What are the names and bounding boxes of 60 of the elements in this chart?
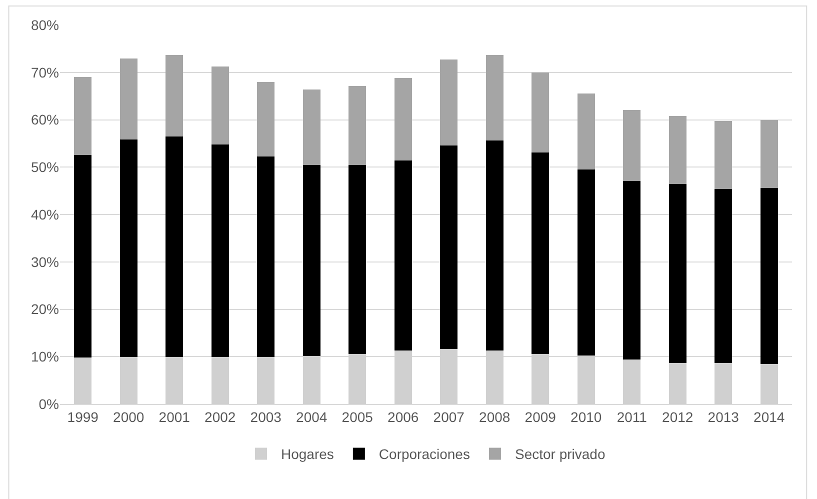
bar xyxy=(74,154,92,358)
bar xyxy=(302,165,320,356)
x-tick-label: 2007 xyxy=(433,408,465,425)
y-tick-label: 80% xyxy=(30,16,59,33)
bar xyxy=(714,121,732,189)
bar xyxy=(302,89,320,166)
x-tick-label: 2011 xyxy=(616,408,648,425)
y-tick-label: 50% xyxy=(30,159,59,176)
x-tick-label: 2001 xyxy=(158,408,190,425)
bar xyxy=(166,136,184,358)
bar xyxy=(577,94,595,170)
bar xyxy=(486,54,504,141)
y-tick-label: 40% xyxy=(30,206,59,222)
bar xyxy=(120,140,138,358)
bar xyxy=(166,54,184,136)
bar xyxy=(211,66,229,144)
bar xyxy=(394,78,412,160)
bar xyxy=(668,116,686,184)
x-tick-label: 2009 xyxy=(524,408,556,425)
legend-label: Sector privado xyxy=(514,446,606,462)
bar xyxy=(760,188,778,364)
y-tick-label: 60% xyxy=(30,112,59,128)
bar xyxy=(348,165,366,354)
bar xyxy=(532,152,550,354)
x-tick-label: 2005 xyxy=(342,408,374,425)
x-tick-label: 2006 xyxy=(388,408,419,425)
bar xyxy=(257,156,275,358)
x-tick-label: 2000 xyxy=(113,408,144,425)
bar xyxy=(577,169,595,356)
x-tick-label: 1999 xyxy=(67,408,99,425)
y-tick-label: 70% xyxy=(30,64,59,80)
legend-label: Hogares xyxy=(281,446,334,462)
bar xyxy=(623,110,641,181)
bar xyxy=(440,60,458,146)
bar xyxy=(623,180,641,360)
bar xyxy=(257,82,275,157)
y-tick-label: 30% xyxy=(30,254,59,270)
x-tick-label: 2010 xyxy=(570,408,602,425)
bar xyxy=(486,140,504,350)
legend-label: Corporaciones xyxy=(378,446,470,462)
bar xyxy=(760,120,778,188)
bar xyxy=(668,184,686,363)
bar xyxy=(120,58,138,140)
y-tick-label: 10% xyxy=(30,348,59,365)
bar xyxy=(348,86,366,166)
bar xyxy=(440,145,458,350)
bar xyxy=(211,144,229,358)
x-tick-label: 2014 xyxy=(754,408,785,425)
x-tick-label: 2004 xyxy=(296,408,328,425)
bar xyxy=(74,77,92,155)
x-tick-label: 2012 xyxy=(662,408,694,425)
x-tick-label: 2008 xyxy=(479,408,510,425)
x-tick-label: 2003 xyxy=(250,408,282,425)
bar xyxy=(532,72,550,152)
y-tick-label: 0% xyxy=(38,396,59,412)
x-tick-label: 2013 xyxy=(708,408,740,425)
bar xyxy=(394,160,412,350)
y-tick-label: 20% xyxy=(30,301,59,318)
bar xyxy=(714,188,732,363)
x-tick-label: 2002 xyxy=(204,408,236,425)
